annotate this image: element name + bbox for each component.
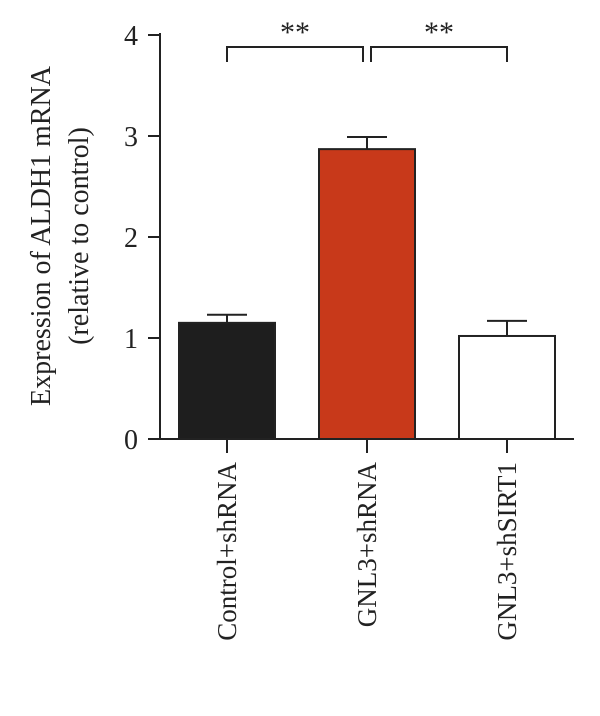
y-axis-label: Expression of ALDH1 mRNA (relative to co… bbox=[26, 65, 95, 406]
bar-gnl3-shrna bbox=[318, 148, 416, 440]
y-tick-label: 1 bbox=[124, 324, 138, 355]
bar-gnl3-shsirt1 bbox=[458, 334, 556, 441]
significance-label: ** bbox=[424, 16, 454, 49]
y-tick-label: 0 bbox=[124, 425, 138, 456]
y-tick-label: 4 bbox=[124, 21, 138, 52]
y-axis-label-line-1: Expression of ALDH1 mRNA bbox=[26, 65, 57, 406]
significance-bracket bbox=[370, 46, 508, 62]
y-tick-label: 3 bbox=[124, 122, 138, 153]
x-axis-categories: Control+shRNA GNL3+shRNA GNL3+shSIRT1 bbox=[212, 462, 522, 641]
significance-bracket bbox=[226, 46, 364, 62]
y-axis-ticks: 0 1 2 3 4 bbox=[124, 21, 160, 456]
bars bbox=[178, 136, 556, 453]
significance-brackets: ** ** bbox=[226, 16, 508, 62]
x-category-label: GNL3+shSIRT1 bbox=[492, 462, 522, 641]
y-axis-label-line-2: (relative to control) bbox=[64, 127, 95, 345]
bar-control-shrna bbox=[178, 321, 276, 441]
axes bbox=[159, 33, 574, 440]
significance-label: ** bbox=[280, 16, 310, 49]
x-category-label: Control+shRNA bbox=[212, 462, 242, 641]
x-category-label: GNL3+shRNA bbox=[352, 462, 382, 628]
y-tick-label: 2 bbox=[124, 223, 138, 254]
